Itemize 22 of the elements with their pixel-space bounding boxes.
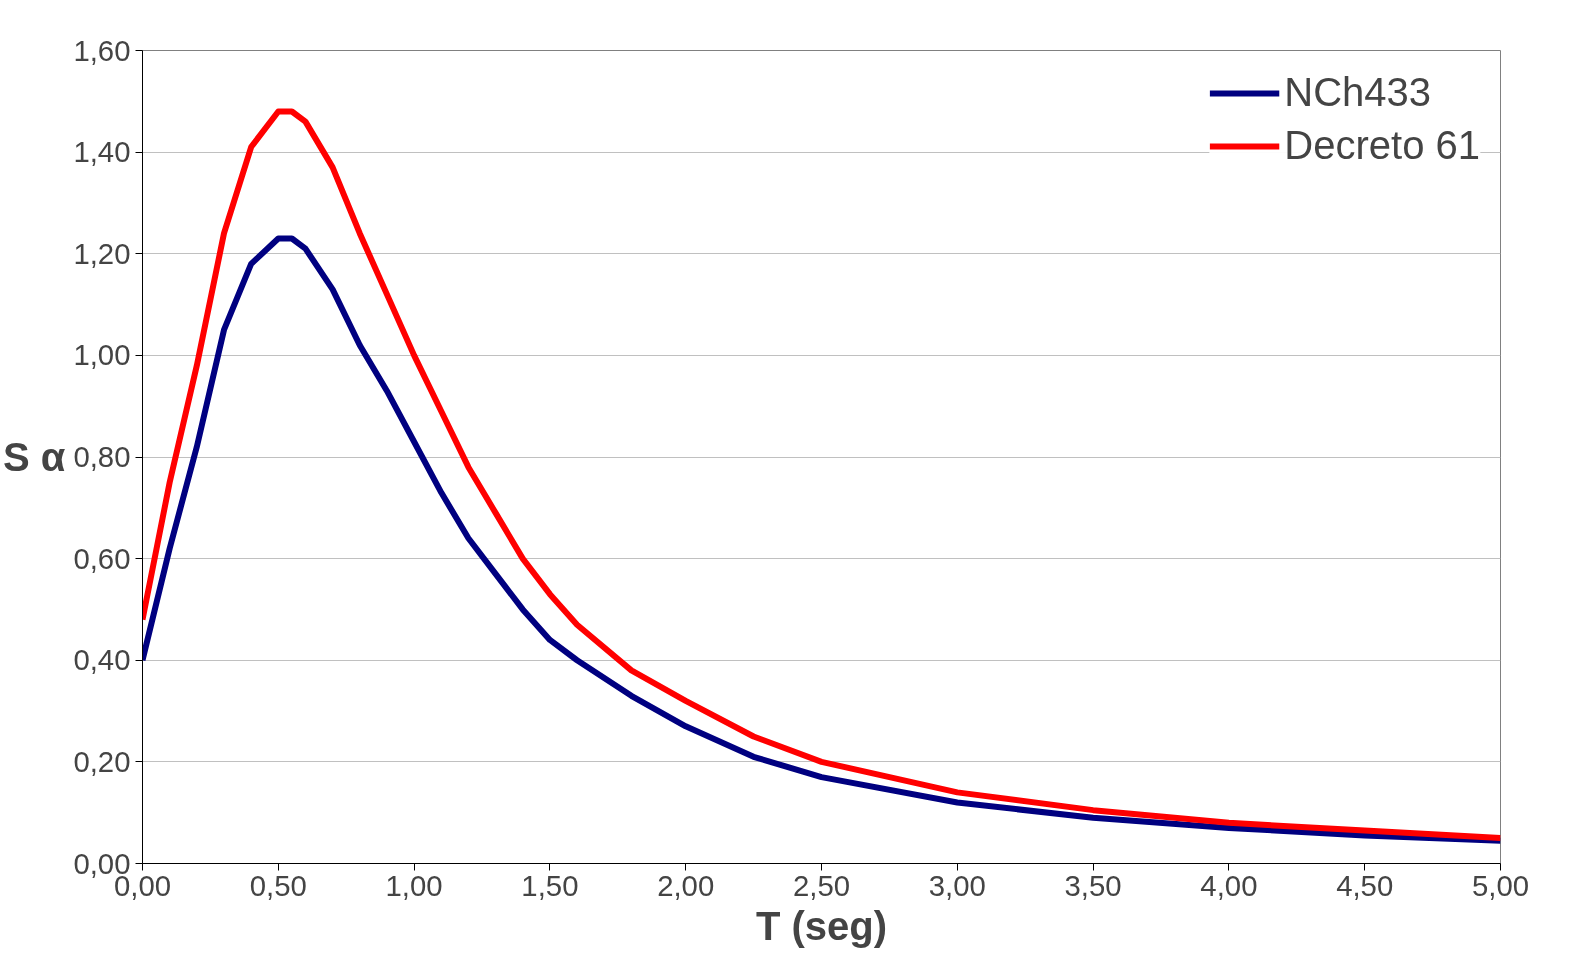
y-tick-label: 0,40 <box>73 643 131 677</box>
y-tick-label: 1,20 <box>73 236 131 270</box>
y-tick-label: 0,60 <box>73 541 131 575</box>
x-tick-label: 3,00 <box>928 868 986 902</box>
x-tick-label: 4,50 <box>1336 868 1394 902</box>
x-tick-label: 1,50 <box>521 868 579 902</box>
y-tick-label: 0,20 <box>73 744 131 778</box>
y-tick-label: 1,60 <box>73 33 131 67</box>
x-tick-label: 2,00 <box>657 868 715 902</box>
x-tick-label: 5,00 <box>1471 868 1530 902</box>
x-axis-title: T (seg) <box>755 903 888 948</box>
y-tick-label: 1,40 <box>73 135 131 169</box>
x-tick-label: 1,00 <box>385 868 443 902</box>
legend-label: Decreto 61 <box>1284 123 1480 168</box>
x-tick-label: 3,50 <box>1064 868 1122 902</box>
x-tick-label: 0,50 <box>249 868 307 902</box>
y-axis-title: S α <box>3 435 66 479</box>
x-tick-label: 4,00 <box>1200 868 1258 902</box>
x-tick-label: 2,50 <box>792 868 851 902</box>
y-tick-label: 0,80 <box>73 440 131 473</box>
y-tick-label: 1,00 <box>73 338 131 372</box>
legend-label: NCh433 <box>1284 70 1432 115</box>
